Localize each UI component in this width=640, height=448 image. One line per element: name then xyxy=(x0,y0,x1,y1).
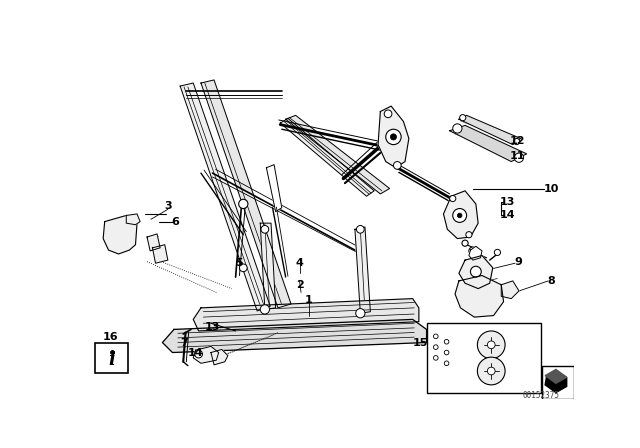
Circle shape xyxy=(477,357,505,385)
Circle shape xyxy=(466,232,472,238)
Circle shape xyxy=(384,110,392,118)
Polygon shape xyxy=(459,255,493,289)
Circle shape xyxy=(450,195,456,202)
Polygon shape xyxy=(103,215,137,254)
Text: 14: 14 xyxy=(500,211,515,220)
Polygon shape xyxy=(455,276,504,317)
Polygon shape xyxy=(545,375,566,392)
Bar xyxy=(427,323,541,392)
Polygon shape xyxy=(147,234,160,251)
Text: 14: 14 xyxy=(188,348,204,358)
Circle shape xyxy=(444,361,449,366)
Text: 1: 1 xyxy=(305,295,312,305)
Polygon shape xyxy=(180,83,270,311)
Text: 8: 8 xyxy=(547,276,555,286)
Circle shape xyxy=(488,367,495,375)
Polygon shape xyxy=(285,116,390,194)
Circle shape xyxy=(462,240,468,246)
Polygon shape xyxy=(266,165,282,211)
Circle shape xyxy=(433,356,438,360)
Text: 7: 7 xyxy=(180,337,188,348)
Text: 5: 5 xyxy=(236,258,243,268)
Polygon shape xyxy=(378,106,409,168)
Circle shape xyxy=(470,266,481,277)
Polygon shape xyxy=(355,227,371,313)
Circle shape xyxy=(513,138,520,145)
Polygon shape xyxy=(545,370,566,383)
Circle shape xyxy=(433,345,438,349)
Circle shape xyxy=(444,340,449,344)
Circle shape xyxy=(260,305,269,314)
Text: 11: 11 xyxy=(509,151,525,161)
Circle shape xyxy=(444,350,449,355)
Circle shape xyxy=(452,124,462,133)
Circle shape xyxy=(195,350,202,358)
Circle shape xyxy=(452,208,467,222)
Circle shape xyxy=(356,309,365,318)
Circle shape xyxy=(469,247,477,255)
Circle shape xyxy=(356,225,364,233)
Circle shape xyxy=(261,225,269,233)
Polygon shape xyxy=(211,349,228,365)
Circle shape xyxy=(488,341,495,349)
Text: 15: 15 xyxy=(413,337,428,348)
Bar xyxy=(542,366,575,399)
Polygon shape xyxy=(501,281,519,299)
Text: 12: 12 xyxy=(509,136,525,146)
Polygon shape xyxy=(459,116,520,145)
Circle shape xyxy=(239,264,247,271)
Circle shape xyxy=(458,213,462,218)
Polygon shape xyxy=(260,223,276,310)
Circle shape xyxy=(239,199,248,208)
Text: 16: 16 xyxy=(103,332,118,342)
Polygon shape xyxy=(469,246,482,260)
Text: 2: 2 xyxy=(296,280,303,290)
Bar xyxy=(95,343,128,373)
Text: 13: 13 xyxy=(500,197,515,207)
Text: 13: 13 xyxy=(205,322,220,332)
Text: 10: 10 xyxy=(543,184,559,194)
Circle shape xyxy=(386,129,401,145)
Circle shape xyxy=(515,153,524,162)
Text: 4: 4 xyxy=(296,258,303,268)
Polygon shape xyxy=(163,319,427,353)
Polygon shape xyxy=(201,80,291,308)
Circle shape xyxy=(494,250,500,255)
Polygon shape xyxy=(444,191,478,238)
Circle shape xyxy=(394,162,401,169)
Polygon shape xyxy=(450,125,527,162)
Polygon shape xyxy=(280,118,374,196)
Text: 6: 6 xyxy=(172,217,179,227)
Text: 3: 3 xyxy=(164,201,172,211)
Circle shape xyxy=(433,334,438,339)
Polygon shape xyxy=(126,214,140,225)
Polygon shape xyxy=(193,346,219,363)
Polygon shape xyxy=(152,245,168,263)
Circle shape xyxy=(477,331,505,359)
Text: i: i xyxy=(108,351,115,369)
Text: 9: 9 xyxy=(515,257,522,267)
Circle shape xyxy=(460,115,466,121)
Polygon shape xyxy=(193,299,419,331)
Text: 00152375: 00152375 xyxy=(522,391,559,400)
Circle shape xyxy=(390,134,397,140)
